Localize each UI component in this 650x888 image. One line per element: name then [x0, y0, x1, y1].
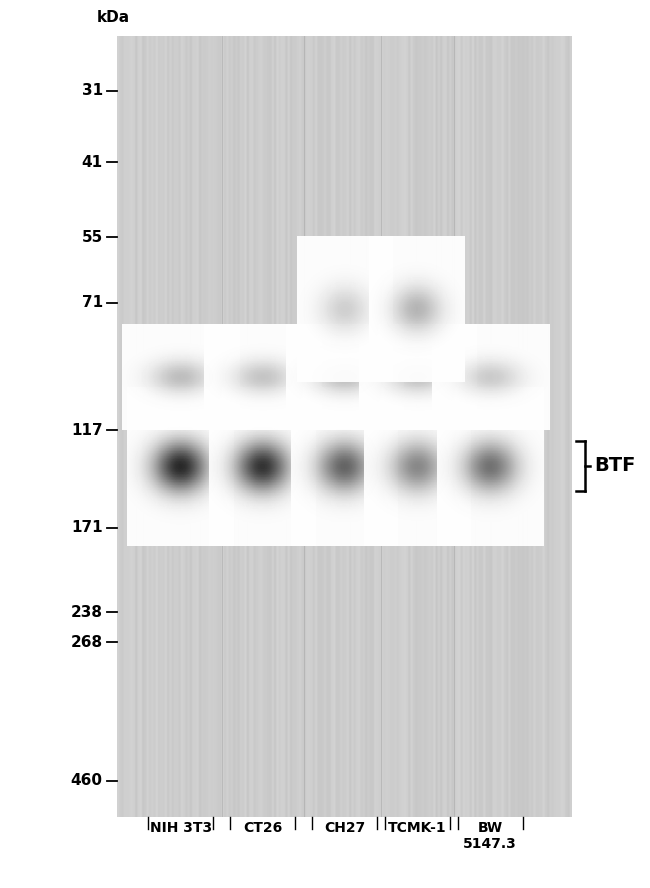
Text: 41: 41 — [82, 155, 103, 170]
Text: kDa: kDa — [98, 10, 130, 25]
Text: CH27: CH27 — [324, 821, 365, 835]
Text: 55: 55 — [81, 230, 103, 245]
Text: 238: 238 — [71, 605, 103, 620]
Text: 268: 268 — [71, 635, 103, 650]
Text: TCMK-1: TCMK-1 — [388, 821, 447, 835]
Text: 171: 171 — [71, 520, 103, 535]
Text: 31: 31 — [82, 83, 103, 98]
Text: BW
5147.3: BW 5147.3 — [463, 821, 517, 851]
Text: BTF: BTF — [594, 456, 636, 475]
Text: 117: 117 — [71, 423, 103, 438]
Text: CT26: CT26 — [243, 821, 282, 835]
Text: 460: 460 — [71, 773, 103, 789]
Text: NIH 3T3: NIH 3T3 — [150, 821, 212, 835]
Text: 71: 71 — [82, 295, 103, 310]
